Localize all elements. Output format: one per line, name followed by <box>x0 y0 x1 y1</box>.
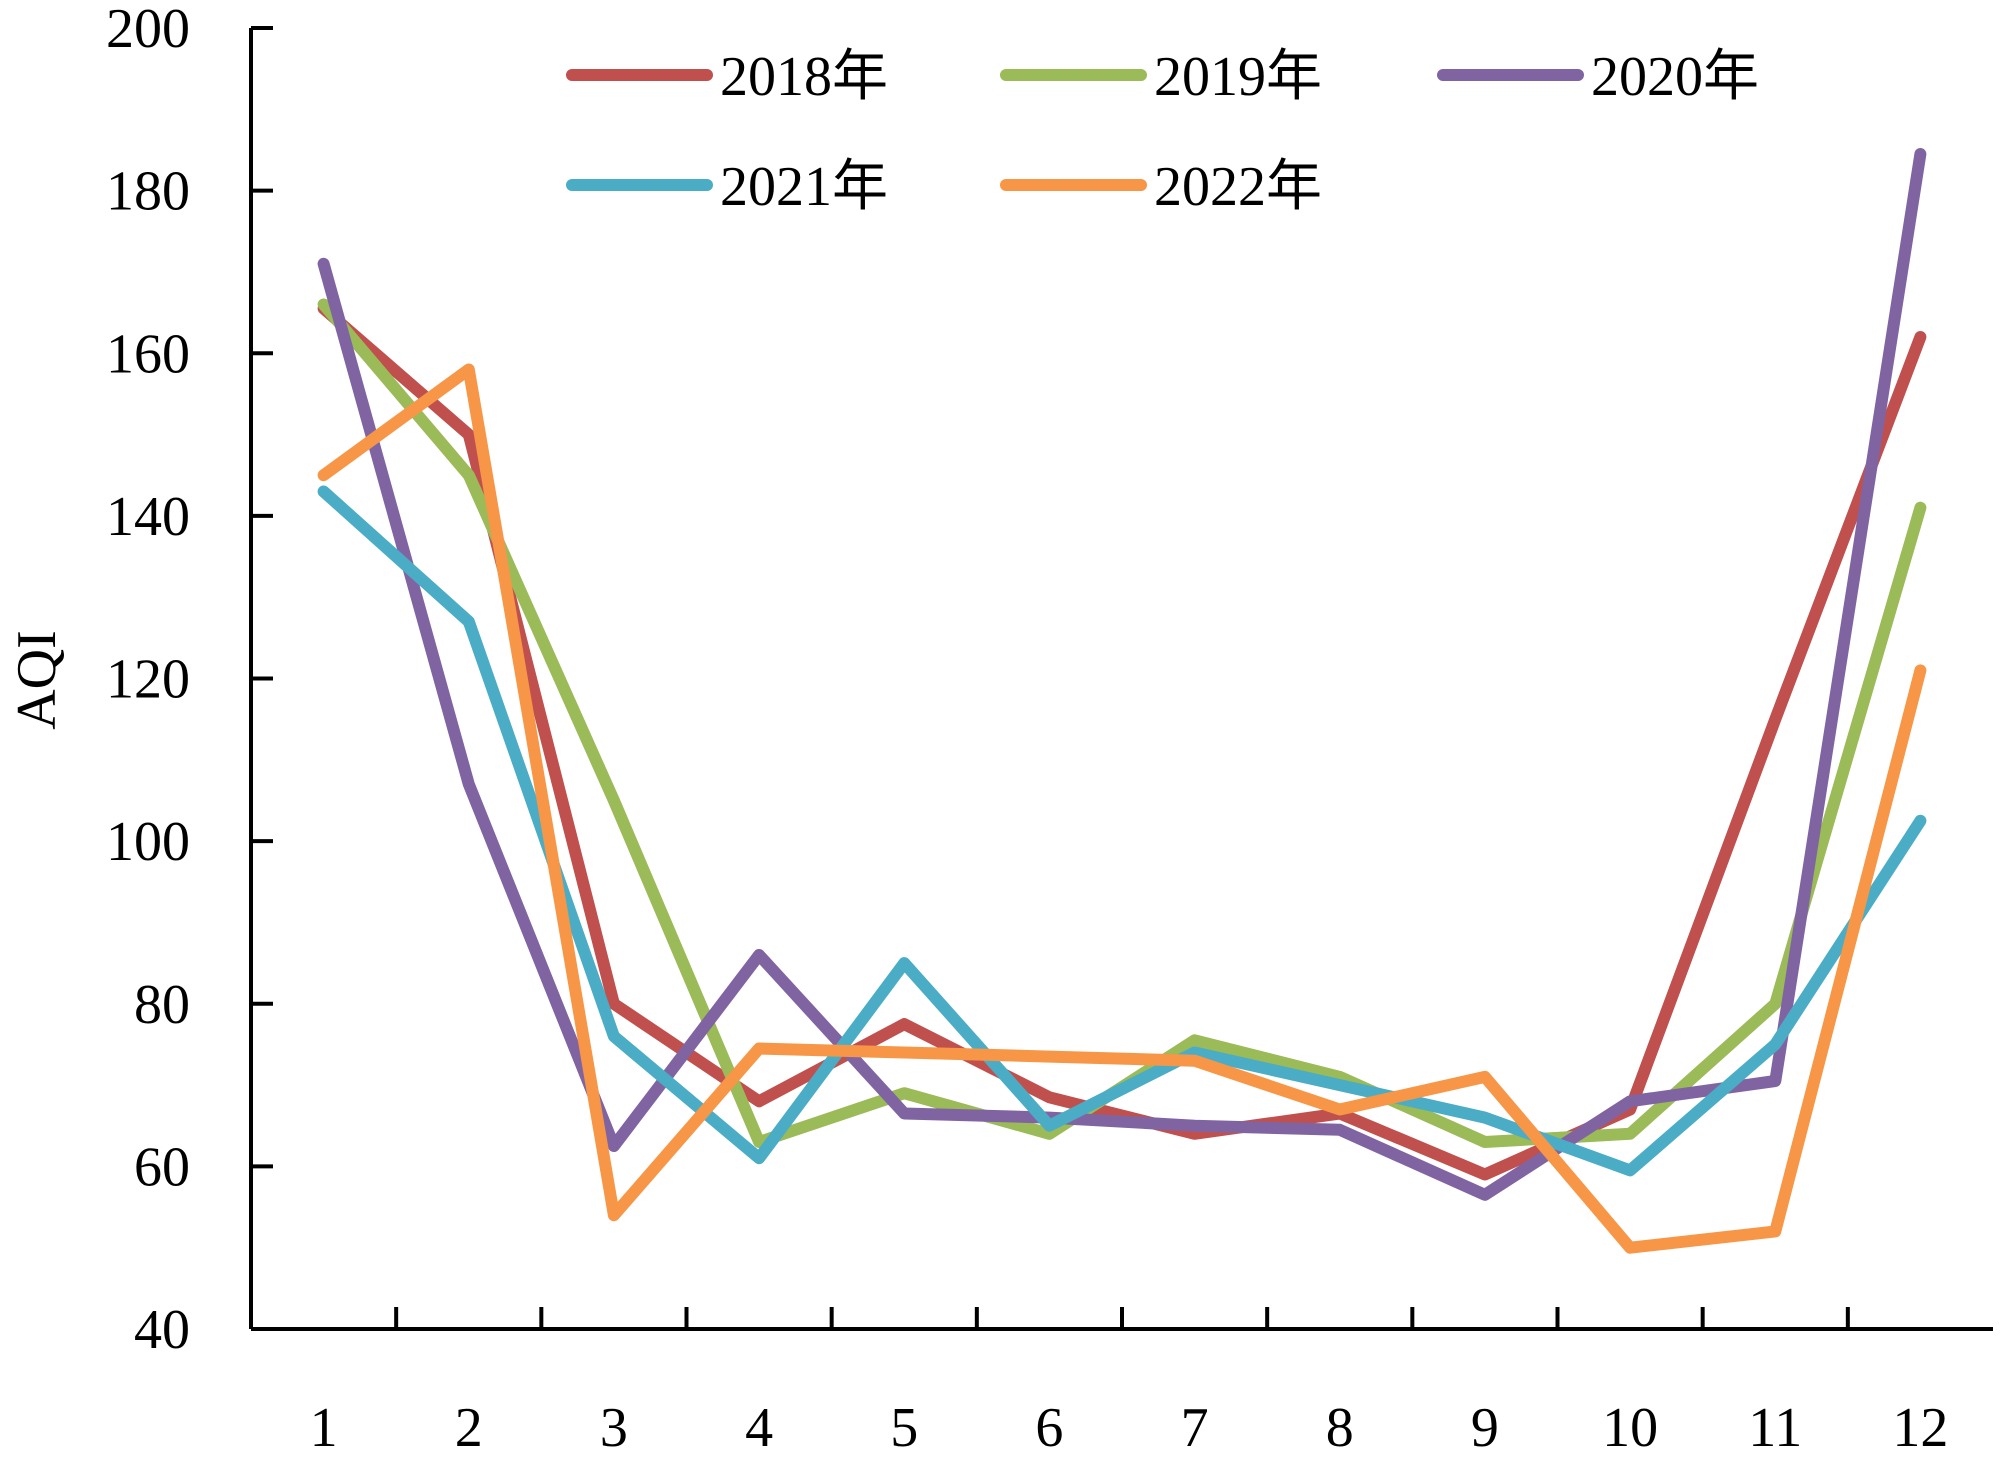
legend-item: 2021年 <box>566 156 888 218</box>
legend-label: 2019年 <box>1154 46 1322 108</box>
x-tick-label: 1 <box>310 1397 338 1459</box>
y-tick-label: 40 <box>134 1299 190 1361</box>
x-tick-label: 12 <box>1892 1397 1948 1459</box>
y-axis-title: AQI <box>6 630 68 730</box>
y-tick-label: 60 <box>134 1136 190 1198</box>
y-tick-label: 180 <box>106 161 190 223</box>
y-tick-label: 120 <box>106 649 190 711</box>
y-tick-label: 100 <box>106 811 190 873</box>
legend-label: 2020年 <box>1591 46 1759 108</box>
series-lines <box>317 148 1927 1254</box>
series-line-2022年 <box>317 363 1927 1254</box>
x-tick-label: 7 <box>1181 1397 1209 1459</box>
y-ticks: 40 60 80 100 120 140 160 180 200 <box>106 0 273 1361</box>
x-tick-label: 6 <box>1035 1397 1063 1459</box>
series-line-2018年 <box>317 302 1927 1181</box>
y-tick-label: 200 <box>106 0 190 60</box>
legend-label: 2018年 <box>720 46 888 108</box>
axes <box>249 28 1993 1331</box>
legend-item: 2018年 <box>566 46 888 108</box>
x-tick-label: 10 <box>1602 1397 1658 1459</box>
x-tick-label: 5 <box>890 1397 918 1459</box>
x-tick-label: 3 <box>600 1397 628 1459</box>
legend-item: 2019年 <box>1000 46 1322 108</box>
x-tick-label: 8 <box>1326 1397 1354 1459</box>
series-line-2021年 <box>317 485 1927 1177</box>
legend-item: 2020年 <box>1437 46 1759 108</box>
legend-label: 2021年 <box>720 156 888 218</box>
legend-label: 2022年 <box>1154 156 1322 218</box>
x-tick-label: 9 <box>1471 1397 1499 1459</box>
x-tick-label: 4 <box>745 1397 773 1459</box>
y-tick-label: 140 <box>106 486 190 548</box>
y-tick-label: 160 <box>106 323 190 385</box>
x-ticks: 1 2 3 4 5 6 7 8 9 10 11 12 <box>310 1307 1948 1459</box>
x-tick-label: 11 <box>1748 1397 1802 1459</box>
y-tick-label: 80 <box>134 974 190 1036</box>
x-tick-label: 2 <box>455 1397 483 1459</box>
legend: 2018年 2019年 2020年 2021年 2022年 <box>566 46 1759 218</box>
legend-item: 2022年 <box>1000 156 1322 218</box>
